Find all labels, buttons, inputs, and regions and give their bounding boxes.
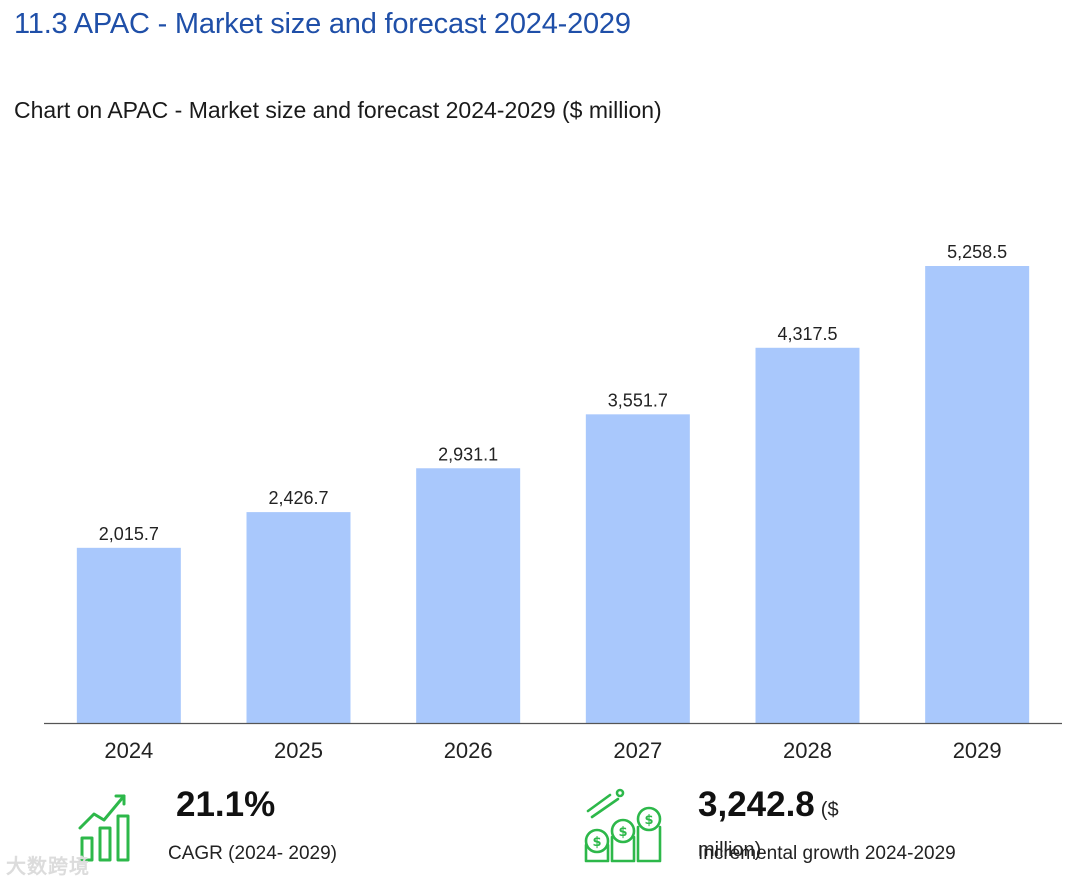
growth-bars-icon [78, 794, 130, 862]
value-label-2026: 2,931.1 [438, 444, 498, 464]
x-tick-label-2029: 2029 [953, 738, 1002, 763]
bar-2026 [416, 468, 521, 723]
svg-text:$: $ [644, 813, 653, 828]
value-label-2025: 2,426.7 [268, 488, 328, 508]
x-tick-label-2025: 2025 [274, 738, 323, 763]
bar-2028 [755, 347, 860, 723]
section-title: 11.3 APAC - Market size and forecast 202… [14, 8, 631, 40]
svg-text:$: $ [592, 835, 601, 850]
bar-2024 [76, 547, 181, 723]
cagr-value: 21.1% [176, 785, 276, 824]
value-label-2024: 2,015.7 [99, 524, 159, 544]
bar-2027 [585, 414, 690, 723]
money-coins-icon: $ $ $ [584, 788, 662, 863]
growth-unit: ($ million) [698, 799, 839, 861]
growth-value-row: 3,242.8 ($ million) [698, 785, 839, 865]
bar-chart: 2,015.7 2024 2,426.7 2025 2,931.1 2026 3,551.7… [44, 242, 1062, 763]
bar-2029 [925, 266, 1030, 723]
x-tick-label-2024: 2024 [104, 738, 153, 763]
watermark: 大数跨境 [6, 856, 90, 878]
bar-2025 [246, 512, 351, 723]
value-label-2028: 4,317.5 [777, 324, 837, 344]
value-label-2027: 3,551.7 [608, 390, 668, 410]
x-tick-label-2028: 2028 [783, 738, 832, 763]
cagr-caption: CAGR (2024- 2029) [168, 843, 337, 864]
growth-caption: Incremental growth 2024-2029 [698, 843, 956, 864]
svg-text:$: $ [618, 825, 627, 840]
x-tick-label-2026: 2026 [444, 738, 493, 763]
growth-value: 3,242.8 [698, 785, 815, 824]
value-label-2029: 5,258.5 [947, 242, 1007, 262]
x-tick-label-2027: 2027 [613, 738, 662, 763]
chart-title: Chart on APAC - Market size and forecast… [14, 97, 662, 123]
